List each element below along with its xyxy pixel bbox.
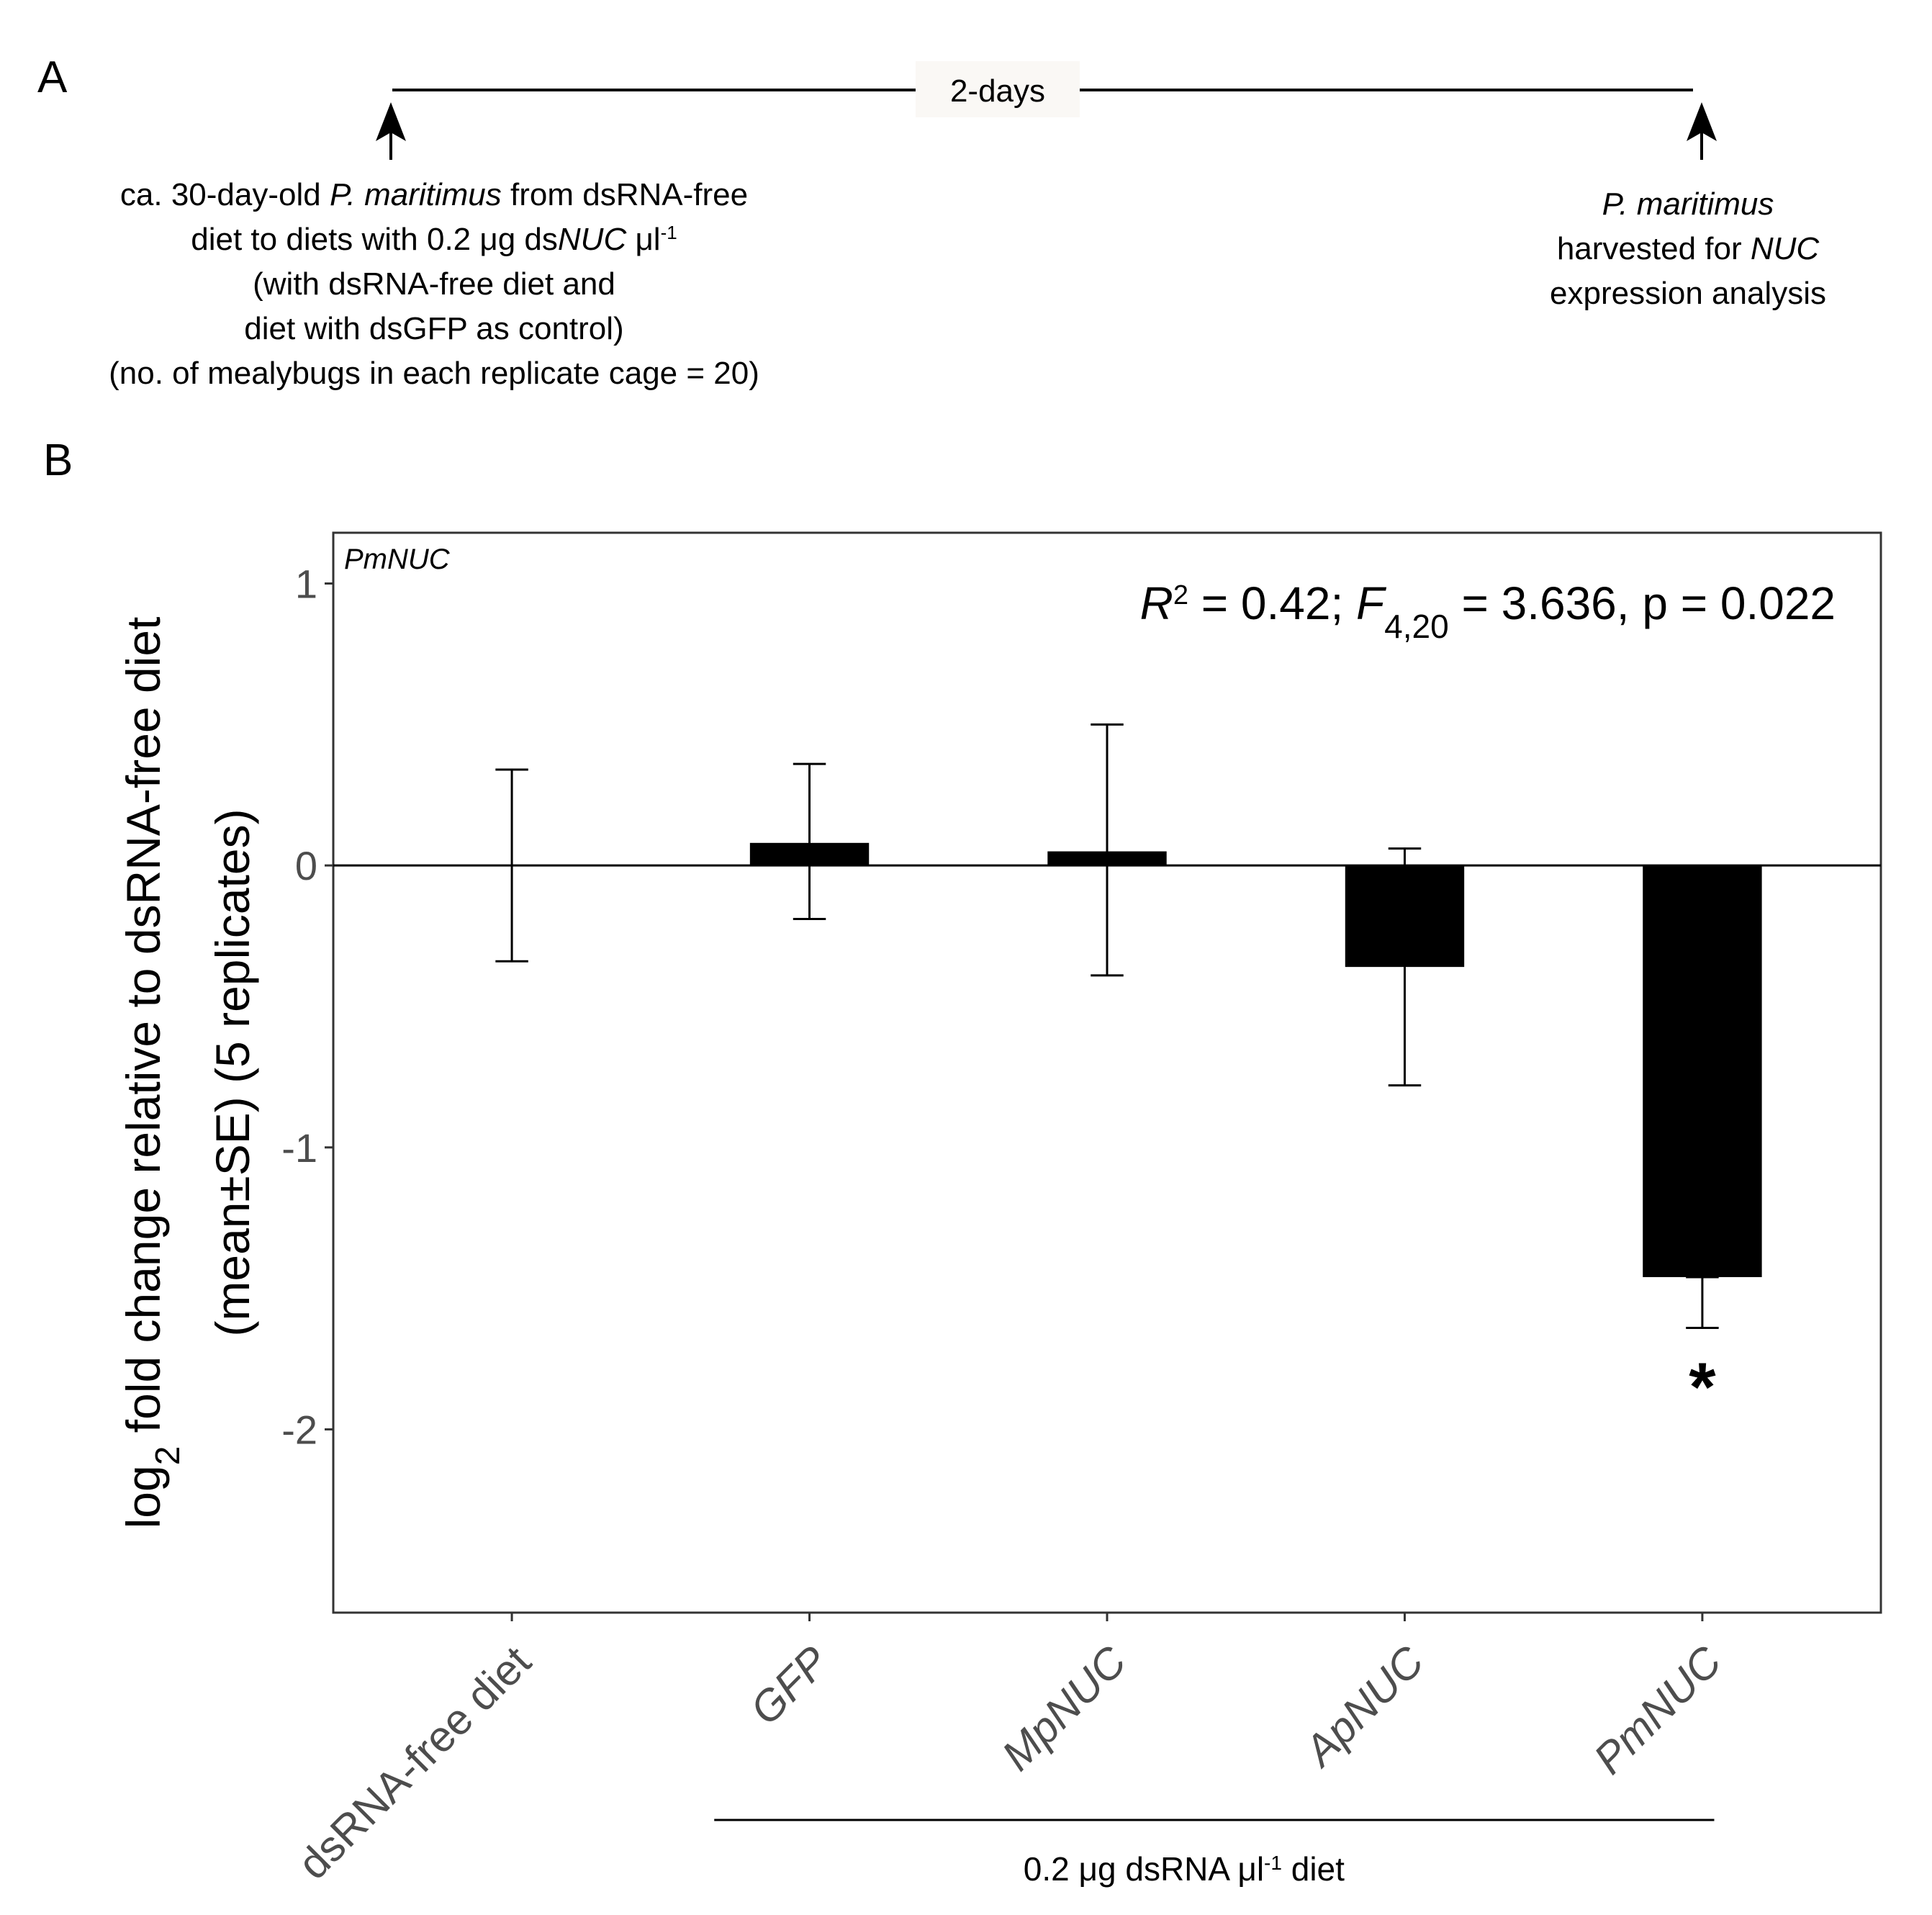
start-desc-line: (no. of mealybugs in each replicate cage… [109, 356, 759, 391]
y-axis: 1 0 -1 -2 [281, 561, 333, 1452]
error-bar [495, 768, 528, 963]
end-description: P. maritimus harvested for NUC expression … [1550, 186, 1826, 311]
panel-a-label: A [37, 53, 68, 102]
significance-asterisk: * [1689, 1348, 1716, 1425]
stats-annotation: R2 = 0.42; F4,20 = 3.636, p = 0.022 [1140, 577, 1836, 645]
y-tick-label: 0 [295, 843, 317, 888]
x-tick-label: MpNUC [993, 1636, 1136, 1780]
duration-box [916, 61, 1080, 117]
y-tick-label: 1 [295, 561, 317, 606]
panel-tag: PmNUC [344, 544, 451, 575]
end-desc-line: harvested for NUC [1557, 231, 1820, 266]
bars [452, 842, 1762, 1277]
start-arrow-icon [376, 102, 406, 160]
panel-b: B log2 fold change relative to dsRNA-fre… [43, 436, 1882, 1888]
start-desc-line: diet with dsGFP as control) [244, 311, 623, 346]
significance-markers: * [1689, 1348, 1716, 1425]
end-desc-line: P. maritimus [1602, 186, 1774, 222]
bracket-label: 0.2 μg dsRNA μl-1 diet [1024, 1850, 1345, 1888]
error-bar [793, 762, 826, 921]
x-tick-label: ApNUC [1294, 1636, 1433, 1776]
x-tick-label: GFP [741, 1637, 838, 1734]
group-bracket: 0.2 μg dsRNA μl-1 diet [714, 1819, 1715, 1888]
duration-label: 2-days [950, 73, 1045, 109]
y-axis-title: log2 fold change relative to dsRNA-free … [117, 617, 259, 1529]
y-axis-title-line-2: (mean±SE) (5 replicates) [206, 808, 259, 1336]
start-desc-line: ca. 30-day-old P. maritimus from dsRNA-f… [120, 177, 748, 212]
error-bar [1388, 847, 1422, 1087]
start-description: ca. 30-day-old P. maritimus from dsRNA-f… [109, 177, 759, 391]
start-desc-line: diet to diets with 0.2 μg dsNUC μl-1 [191, 222, 677, 257]
x-tick-label: PmNUC [1584, 1636, 1730, 1783]
panel-b-label: B [43, 436, 73, 485]
x-axis: dsRNA-free diet GFP MpNUC ApNUC PmNUC [289, 1613, 1731, 1888]
bar-pmnuc [1643, 865, 1762, 1277]
end-desc-line: expression analysis [1550, 276, 1826, 311]
x-tick-label: dsRNA-free diet [289, 1637, 540, 1888]
y-tick-label: -1 [281, 1125, 317, 1171]
y-axis-title-line-1: log2 fold change relative to dsRNA-free … [117, 617, 187, 1529]
start-desc-line: (with dsRNA-free diet and [253, 266, 615, 302]
y-tick-label: -2 [281, 1407, 317, 1452]
end-arrow-icon [1687, 102, 1717, 160]
error-bar [1686, 1276, 1719, 1329]
panel-a: A 2-days ca. 30-day-old P. maritimus fro… [37, 53, 1826, 391]
error-bar [1091, 723, 1124, 977]
error-bars [495, 723, 1719, 1329]
